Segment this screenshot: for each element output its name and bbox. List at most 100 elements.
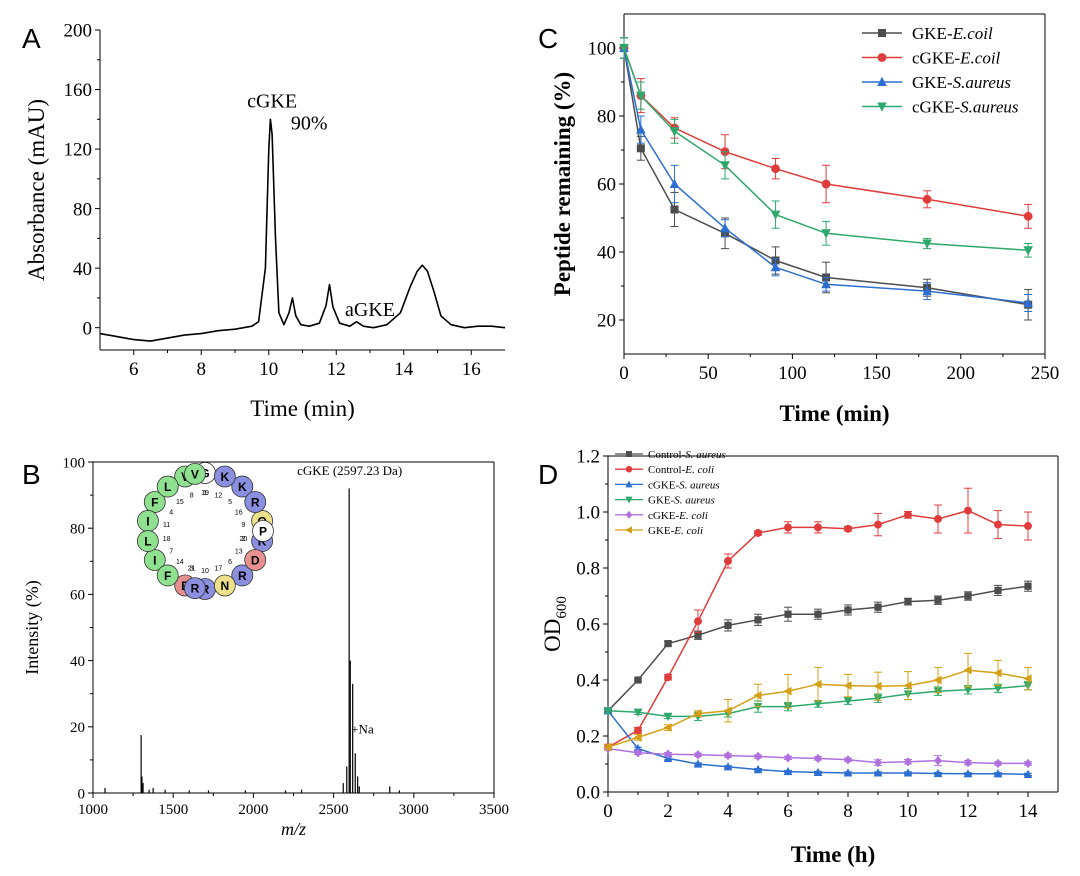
wheel-residue-circle (244, 491, 267, 513)
data-point-marker (693, 709, 702, 718)
x-tick-label: 3000 (399, 802, 429, 818)
y-tick-label: 60 (597, 175, 616, 196)
data-point-marker (994, 520, 1002, 529)
wheel-residue-number: 20 (240, 536, 248, 543)
data-point-marker (754, 751, 762, 762)
series-5 (603, 652, 1032, 752)
y-tick-label: 0 (78, 786, 86, 802)
annotation-label: cGKE (247, 90, 297, 112)
legend-label: GKE-S.aureus (912, 73, 1011, 92)
x-tick-label: 12 (327, 359, 346, 380)
data-point-marker (771, 164, 780, 174)
legend-marker (625, 465, 633, 473)
y-tick-label: 1.0 (576, 503, 600, 524)
y-tick-label: 1.2 (576, 447, 600, 468)
x-tick-label: 6 (783, 801, 793, 822)
wheel-residue-letter: N (221, 579, 230, 593)
legend-marker (626, 451, 632, 457)
legend: GKE-E.coil cGKE-E.coil GKE-S.aureus cGKE-S.… (862, 24, 1019, 117)
data-point-marker (873, 681, 882, 691)
data-point-marker (754, 529, 762, 537)
data-point-marker (1024, 582, 1032, 590)
series-line (623, 47, 1029, 252)
y-tick-label: 200 (64, 21, 93, 42)
wheel-residue-circle (213, 574, 236, 597)
panel-label-b: B (22, 459, 41, 490)
wheel-residue-letter: F (151, 496, 158, 510)
data-point-marker (723, 762, 733, 771)
wheel-residue-circle (156, 475, 179, 498)
y-tick-label: 40 (70, 654, 85, 670)
x-axis-title: Time (h) (791, 842, 876, 867)
wheel-residue-letter: I (153, 554, 156, 568)
legend-label: Control-S. aureus (648, 449, 726, 461)
data-point-marker (720, 223, 730, 233)
data-point-marker (694, 631, 702, 639)
annotation-label: cGKE (2597.23 Da) (297, 463, 402, 478)
data-point-marker (723, 706, 732, 716)
x-tick-label: 0 (619, 363, 629, 384)
data-point-marker (694, 750, 702, 760)
legend-marker (878, 29, 886, 37)
data-point-marker (770, 262, 781, 272)
legend-marker (625, 496, 633, 504)
data-point-marker (720, 161, 730, 171)
wheel-residue-number: 4 (169, 510, 173, 517)
wheel-residue-letter: V (191, 467, 199, 481)
wheel-residue-number: 6 (228, 559, 232, 566)
data-point-marker (844, 524, 852, 533)
data-point-marker (813, 767, 823, 776)
wheel-residue-letter: R (251, 496, 260, 510)
wheel-residue-circle (156, 564, 179, 587)
data-point-marker (922, 285, 932, 296)
wheel-residue-number: 18 (163, 536, 171, 543)
x-tick-label: 8 (197, 359, 207, 380)
x-tick-label: 100 (778, 363, 807, 384)
x-tick-label: 3500 (479, 802, 509, 818)
wheel-residue-number: 5 (228, 499, 232, 506)
data-point-marker (821, 179, 831, 189)
y-tick-label: 0.0 (576, 783, 600, 804)
legend-label: GKE-S. aureus (648, 495, 715, 507)
data-point-marker (784, 610, 792, 618)
y-tick-label: 20 (70, 720, 85, 736)
y-tick-label: 100 (63, 455, 86, 471)
data-point-marker (663, 723, 672, 732)
data-point-marker (814, 610, 822, 618)
data-point-marker (633, 733, 642, 742)
data-point-marker (724, 750, 732, 761)
series-0 (604, 580, 1032, 715)
data-point-marker (874, 603, 882, 611)
data-point-marker (603, 707, 613, 716)
data-point-marker (964, 592, 972, 600)
data-point-marker (1023, 211, 1033, 221)
data-point-marker (634, 726, 642, 735)
x-tick-label: 1000 (78, 802, 108, 818)
series-2 (619, 37, 1033, 312)
data-point-marker (873, 768, 883, 777)
data-point-marker (963, 665, 972, 675)
x-tick-label: 14 (1019, 801, 1039, 822)
data-point-marker (633, 743, 643, 753)
legend-marker (625, 480, 633, 488)
wheel-residue-number: 13 (235, 549, 243, 556)
wheel-residue-letter: L (144, 535, 151, 549)
wheel-residue-circle (184, 577, 206, 600)
legend-label: GKE-E. coli (648, 525, 703, 537)
data-point-marker (933, 675, 942, 685)
data-point-marker (783, 766, 793, 776)
panel-d-growth-chart: 0 2 4 6 8 10 12 14 0.0 0.2 0.4 0.6 0.8 1.0 1.2 Control-… (540, 447, 1059, 867)
data-point-marker (664, 673, 672, 682)
annotation-label: aGKE (345, 299, 395, 321)
data-point-marker (874, 520, 882, 529)
data-point-marker (619, 44, 629, 54)
wheel-residue-number: 8 (190, 492, 194, 499)
wheel-residue-number: 10 (201, 568, 209, 575)
wheel-residue-number: 14 (176, 559, 184, 566)
data-point-marker (844, 755, 852, 765)
panel-label-d: D (538, 459, 558, 490)
data-point-marker (636, 124, 646, 134)
data-point-marker (922, 239, 932, 249)
data-point-marker (664, 749, 672, 759)
